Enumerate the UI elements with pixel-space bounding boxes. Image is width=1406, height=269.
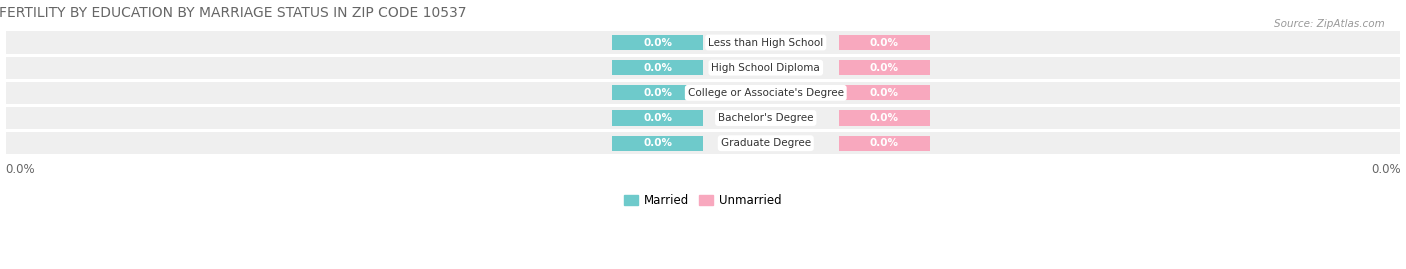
Text: 0.0%: 0.0%: [643, 37, 672, 48]
Text: 0.0%: 0.0%: [6, 163, 35, 176]
Bar: [839, 111, 929, 126]
Bar: [6, 82, 1400, 104]
Text: 0.0%: 0.0%: [643, 88, 672, 98]
Text: 0.0%: 0.0%: [643, 63, 672, 73]
Text: 0.0%: 0.0%: [1371, 163, 1400, 176]
Bar: [6, 132, 1400, 154]
Text: 0.0%: 0.0%: [870, 63, 898, 73]
Text: FERTILITY BY EDUCATION BY MARRIAGE STATUS IN ZIP CODE 10537: FERTILITY BY EDUCATION BY MARRIAGE STATU…: [0, 6, 465, 20]
Text: 0.0%: 0.0%: [870, 113, 898, 123]
Text: 0.0%: 0.0%: [870, 138, 898, 148]
Bar: [613, 85, 703, 100]
Bar: [839, 60, 929, 75]
Bar: [6, 107, 1400, 129]
Bar: [6, 56, 1400, 79]
Bar: [613, 136, 703, 151]
Bar: [839, 35, 929, 50]
Legend: Married, Unmarried: Married, Unmarried: [620, 190, 786, 212]
Text: College or Associate's Degree: College or Associate's Degree: [688, 88, 844, 98]
Text: Bachelor's Degree: Bachelor's Degree: [718, 113, 814, 123]
Bar: [6, 31, 1400, 54]
Text: 0.0%: 0.0%: [643, 138, 672, 148]
Text: 0.0%: 0.0%: [870, 37, 898, 48]
Text: 0.0%: 0.0%: [643, 113, 672, 123]
Bar: [613, 111, 703, 126]
Text: Less than High School: Less than High School: [709, 37, 824, 48]
Bar: [839, 85, 929, 100]
Bar: [613, 60, 703, 75]
Text: 0.0%: 0.0%: [870, 88, 898, 98]
Text: Source: ZipAtlas.com: Source: ZipAtlas.com: [1274, 19, 1385, 29]
Text: Graduate Degree: Graduate Degree: [721, 138, 811, 148]
Bar: [839, 136, 929, 151]
Text: High School Diploma: High School Diploma: [711, 63, 820, 73]
Bar: [613, 35, 703, 50]
